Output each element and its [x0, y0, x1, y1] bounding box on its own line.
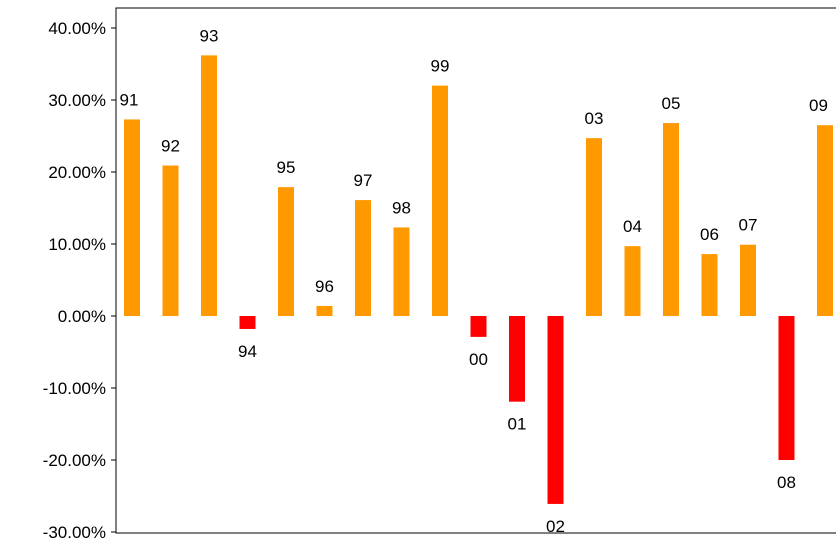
bar-95 — [278, 187, 294, 316]
bar-label-94: 94 — [238, 342, 257, 361]
y-tick-label: 40.00% — [48, 19, 106, 38]
bar-08 — [778, 316, 795, 460]
bar-label-96: 96 — [315, 277, 334, 296]
bar-98 — [393, 227, 410, 316]
y-tick-label: 0.00% — [58, 307, 106, 326]
bar-91 — [124, 119, 140, 316]
bar-label-92: 92 — [161, 137, 180, 156]
bar-label-01: 01 — [508, 415, 527, 434]
bar-label-95: 95 — [277, 158, 296, 177]
bar-label-08: 08 — [777, 473, 796, 492]
y-tick-label: -10.00% — [43, 379, 106, 398]
bar-label-02: 02 — [546, 517, 565, 536]
bar-94 — [239, 316, 256, 329]
bar-92 — [162, 165, 179, 316]
y-tick-label: 30.00% — [48, 91, 106, 110]
bar-label-09: 09 — [809, 96, 828, 115]
bar-07 — [740, 244, 756, 316]
bar-04 — [624, 246, 641, 316]
y-tick-label: -30.00% — [43, 523, 106, 541]
y-tick-label: 20.00% — [48, 163, 106, 182]
bar-03 — [586, 138, 602, 316]
y-tick-label: 10.00% — [48, 235, 106, 254]
bar-96 — [316, 305, 333, 316]
bar-99 — [432, 85, 448, 316]
bar-93 — [201, 55, 217, 317]
bar-label-98: 98 — [392, 198, 411, 217]
bar-label-03: 03 — [585, 109, 604, 128]
y-axis: 40.00% 30.00% 20.00% 10.00% 0.00% -10.00% -20.… — [43, 8, 117, 542]
bar-label-93: 93 — [200, 26, 219, 45]
bar-05 — [663, 123, 679, 316]
bar-label-04: 04 — [623, 217, 642, 236]
bar-label-99: 99 — [431, 57, 450, 76]
y-tick-label: -20.00% — [43, 451, 106, 470]
bar-01 — [509, 316, 525, 402]
bar-label-00: 00 — [469, 350, 488, 369]
bar-label-05: 05 — [662, 94, 681, 113]
bar-labels: 91 92 93 94 95 96 97 98 99 00 01 02 03 04 05 06 07 08 09 — [120, 26, 828, 536]
bars — [124, 55, 833, 504]
plot-area-border — [115, 7, 836, 534]
bar-label-07: 07 — [739, 216, 758, 235]
bar-label-06: 06 — [700, 225, 719, 244]
plot-frame — [115, 7, 836, 534]
bar-label-91: 91 — [120, 90, 139, 109]
bar-00 — [470, 316, 487, 337]
bar-06 — [701, 254, 718, 316]
bar-label-97: 97 — [354, 171, 373, 190]
bar-97 — [355, 200, 371, 316]
bar-09 — [817, 125, 833, 316]
bar-02 — [547, 316, 564, 504]
